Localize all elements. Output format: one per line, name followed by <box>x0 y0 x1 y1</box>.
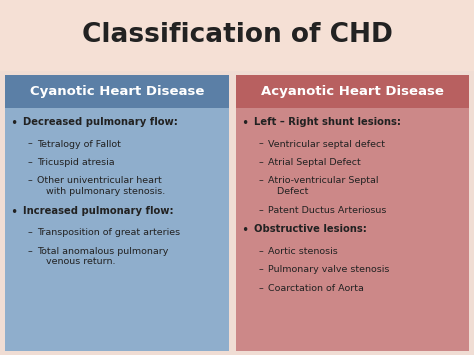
Text: Atrio-ventricular Septal
   Defect: Atrio-ventricular Septal Defect <box>268 176 379 196</box>
Text: Pulmonary valve stenosis: Pulmonary valve stenosis <box>268 265 390 274</box>
Text: Classification of CHD: Classification of CHD <box>82 22 392 49</box>
Text: –: – <box>27 247 32 256</box>
Text: Atrial Septal Defect: Atrial Septal Defect <box>268 158 361 167</box>
Text: •: • <box>10 117 18 130</box>
FancyBboxPatch shape <box>0 0 474 71</box>
Text: –: – <box>27 140 32 148</box>
Text: –: – <box>259 265 264 274</box>
Text: Acyanotic Heart Disease: Acyanotic Heart Disease <box>261 85 444 98</box>
Text: •: • <box>10 206 18 219</box>
Text: –: – <box>259 206 264 215</box>
FancyBboxPatch shape <box>5 75 228 108</box>
Text: •: • <box>241 117 249 130</box>
Text: –: – <box>259 247 264 256</box>
Text: Coarctation of Aorta: Coarctation of Aorta <box>268 284 364 293</box>
Text: Ventricular septal defect: Ventricular septal defect <box>268 140 385 148</box>
Text: Aortic stenosis: Aortic stenosis <box>268 247 338 256</box>
Text: –: – <box>259 140 264 148</box>
Text: Other univentricular heart
   with pulmonary stenosis.: Other univentricular heart with pulmonar… <box>37 176 165 196</box>
Text: Increased pulmonary flow:: Increased pulmonary flow: <box>23 206 173 216</box>
FancyBboxPatch shape <box>236 75 469 108</box>
Text: –: – <box>259 176 264 185</box>
Text: Decreased pulmonary flow:: Decreased pulmonary flow: <box>23 117 178 127</box>
FancyBboxPatch shape <box>236 108 469 351</box>
Text: Patent Ductus Arteriosus: Patent Ductus Arteriosus <box>268 206 386 215</box>
Text: Total anomalous pulmonary
   venous return.: Total anomalous pulmonary venous return. <box>37 247 168 266</box>
Text: •: • <box>241 224 249 237</box>
Text: –: – <box>27 228 32 237</box>
Text: –: – <box>259 284 264 293</box>
Text: –: – <box>27 158 32 167</box>
Text: –: – <box>259 158 264 167</box>
Text: Tricuspid atresia: Tricuspid atresia <box>37 158 115 167</box>
Text: Cyanotic Heart Disease: Cyanotic Heart Disease <box>29 85 204 98</box>
Text: Tetralogy of Fallot: Tetralogy of Fallot <box>37 140 121 148</box>
Text: Left – Right shunt lesions:: Left – Right shunt lesions: <box>254 117 401 127</box>
FancyBboxPatch shape <box>5 108 228 351</box>
Text: Obstructive lesions:: Obstructive lesions: <box>254 224 367 234</box>
Text: –: – <box>27 176 32 185</box>
Text: Transposition of great arteries: Transposition of great arteries <box>37 228 180 237</box>
